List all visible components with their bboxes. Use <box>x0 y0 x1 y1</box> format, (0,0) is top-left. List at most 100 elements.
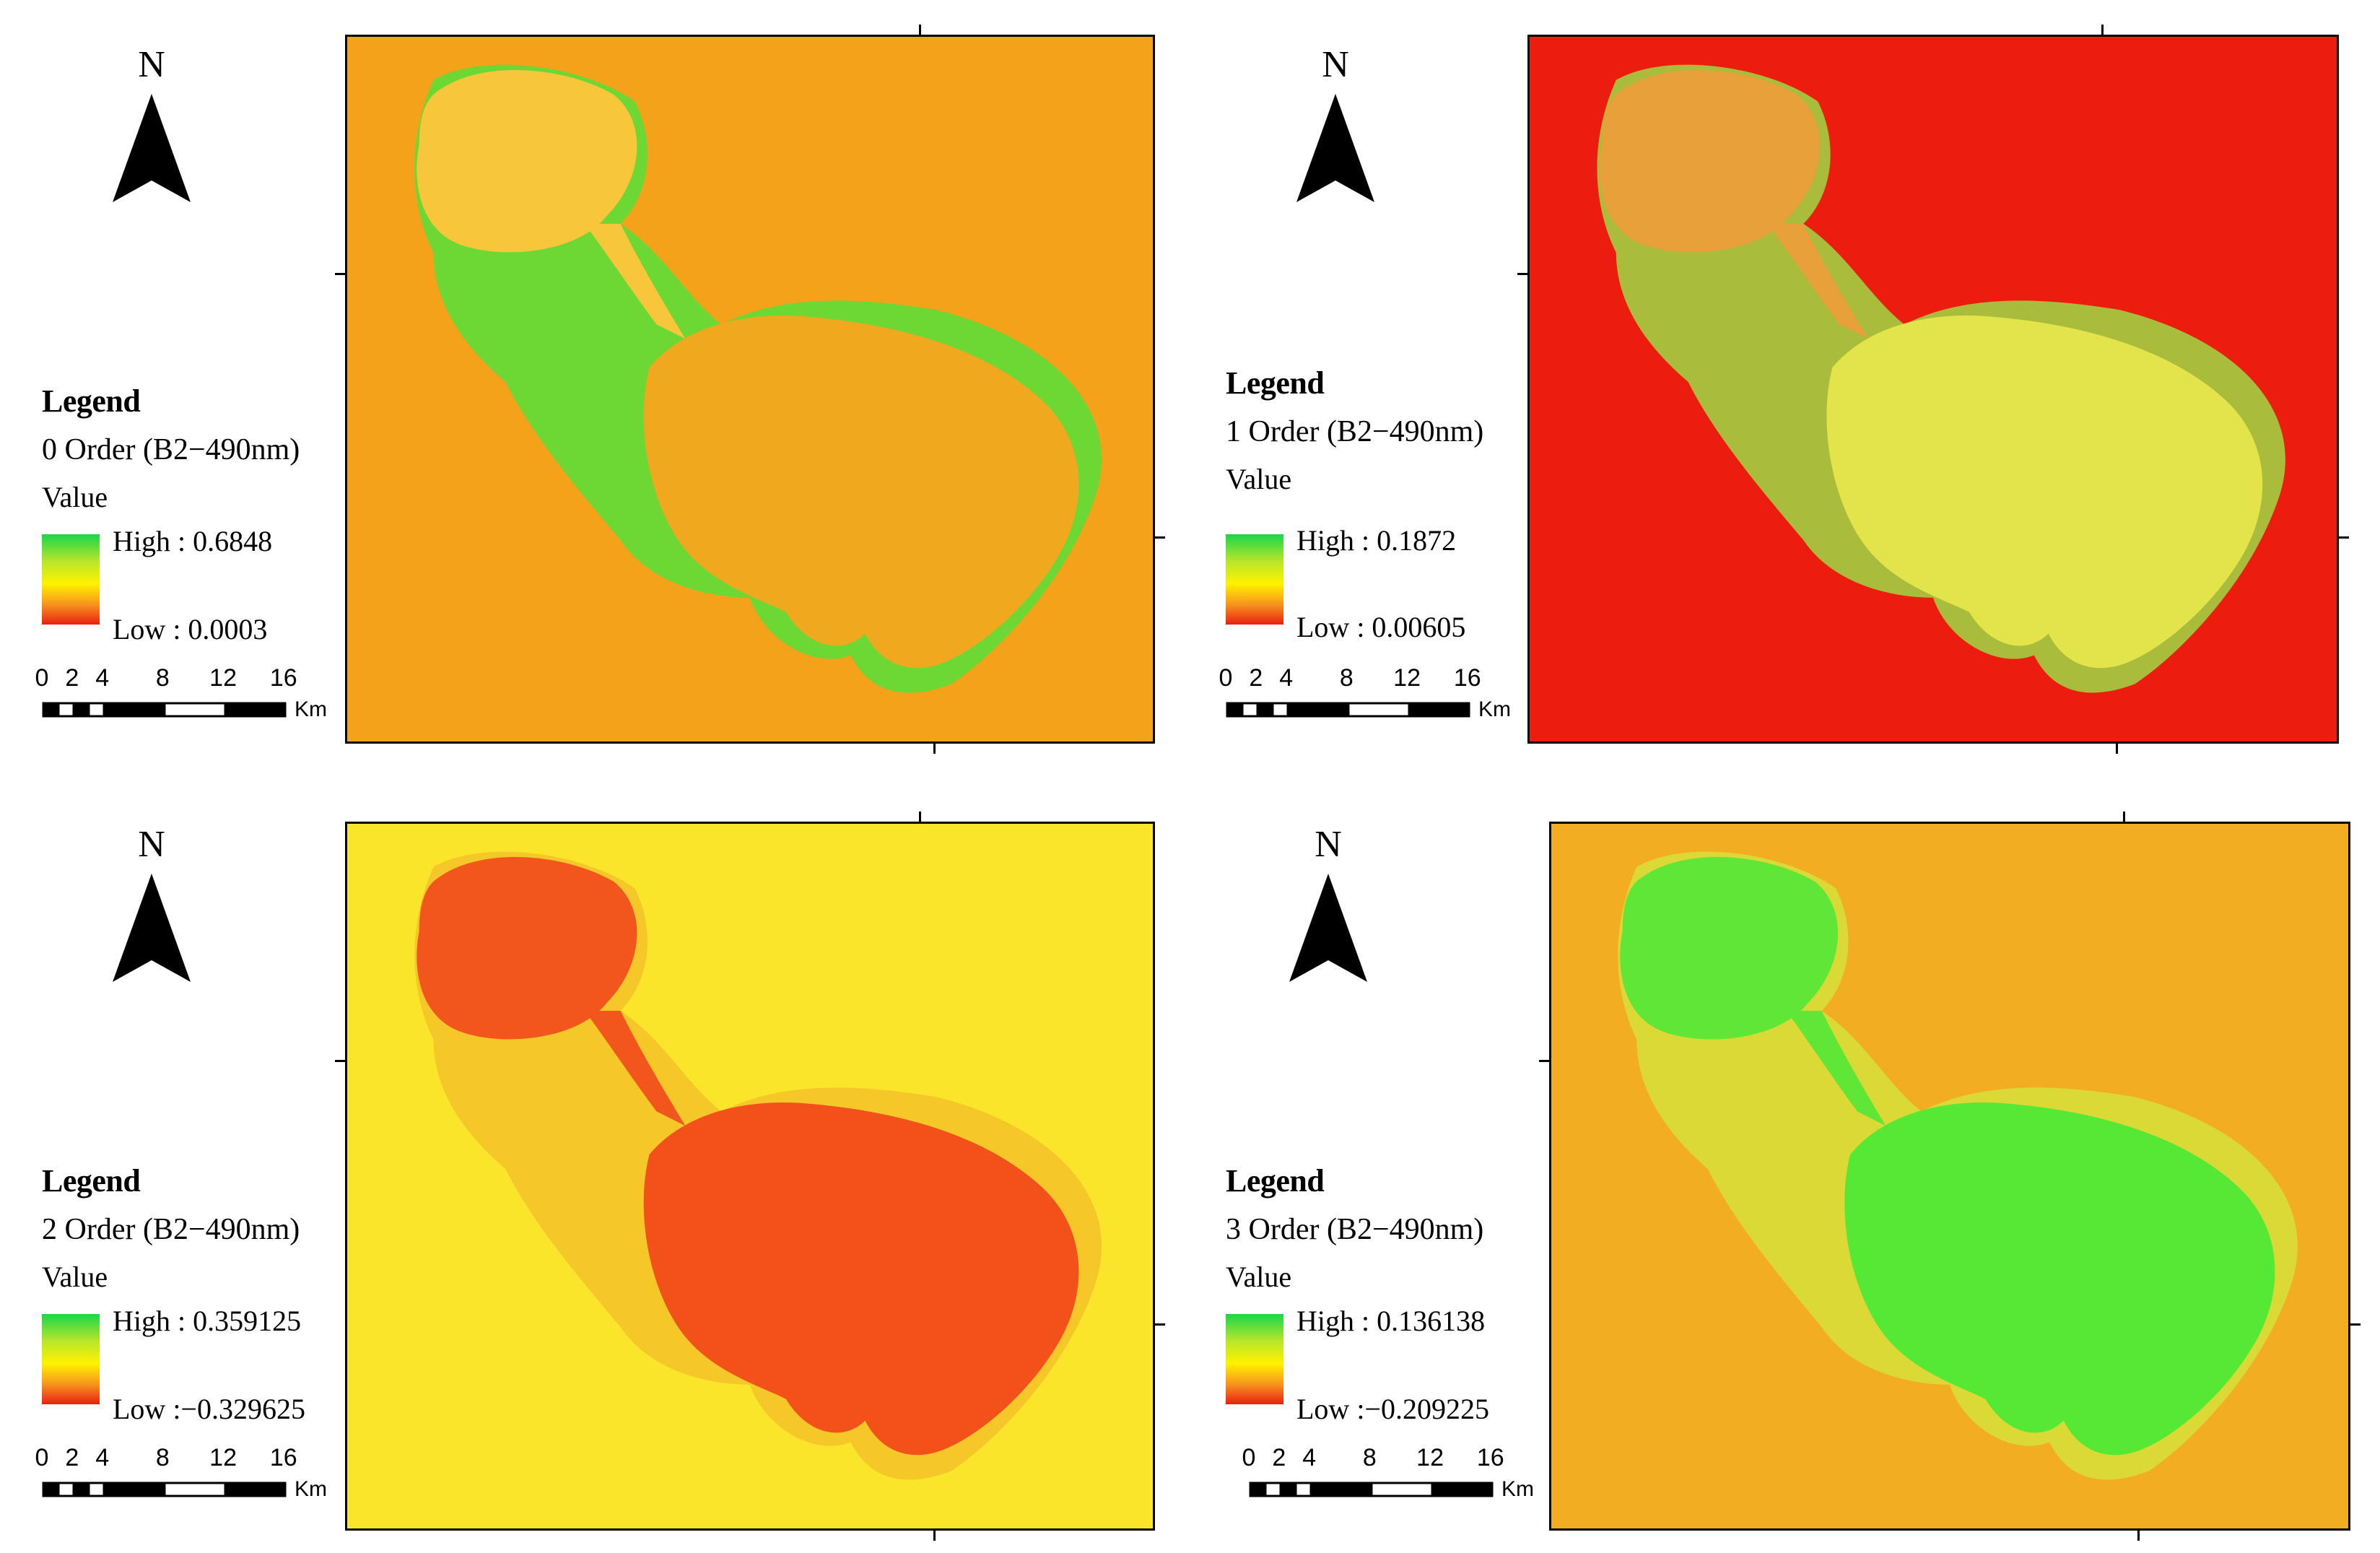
scale-tick-label: 2 <box>65 664 79 692</box>
map-panel-order-3: N Legend 3 Order (B2−490nm) Value High :… <box>1184 780 2375 1552</box>
legend-value-label: Value <box>1226 463 1292 495</box>
scale-tick-label: 8 <box>1339 664 1354 692</box>
graticule-tick <box>933 1531 936 1541</box>
map-frame <box>345 822 1155 1531</box>
raster-map <box>1551 824 2348 1528</box>
scale-unit: Km <box>295 697 327 721</box>
scale-unit: Km <box>1501 1477 1534 1501</box>
graticule-tick <box>1155 536 1165 539</box>
scale-tick-label: 8 <box>155 1444 170 1471</box>
graticule-tick <box>2137 1531 2140 1541</box>
raster-map <box>347 824 1153 1528</box>
graticule-tick <box>2123 812 2125 822</box>
scale-tick-label: 16 <box>1476 1444 1504 1471</box>
scale-tick-label: 4 <box>1302 1444 1317 1471</box>
legend: Legend 3 Order (B2−490nm) Value High : 0… <box>1226 1162 1529 1425</box>
scale-tick-label: 12 <box>1416 1444 1444 1471</box>
north-lake <box>417 69 637 253</box>
scale-tick-label: 12 <box>1393 664 1421 692</box>
scale-bar-graphic <box>42 1482 287 1497</box>
north-arrow: N <box>108 823 195 989</box>
legend-title: Legend <box>42 1163 141 1199</box>
north-label: N <box>138 824 165 865</box>
graticule-tick <box>2339 536 2349 539</box>
north-arrow: N <box>108 43 195 209</box>
map-frame <box>1527 35 2339 744</box>
graticule-tick <box>933 744 936 754</box>
north-arrow: N <box>1285 823 1372 989</box>
legend-low: Low : 0.0003 <box>113 613 268 645</box>
graticule-tick <box>1517 273 1527 275</box>
scale-bar-graphic <box>1249 1482 1494 1497</box>
north-arrow-icon <box>113 94 191 202</box>
legend: Legend 1 Order (B2−490nm) Value High : 0… <box>1226 365 1529 643</box>
scale-tick-label: 12 <box>209 664 237 692</box>
north-lake <box>1620 856 1839 1040</box>
scale-tick-label: 8 <box>1362 1444 1377 1471</box>
map-frame <box>345 35 1155 744</box>
north-lake <box>417 856 637 1040</box>
scale-tick-label: 8 <box>155 664 170 692</box>
graticule-tick <box>2101 25 2104 35</box>
color-ramp <box>42 1314 100 1404</box>
scale-unit: Km <box>295 1477 327 1501</box>
scale-tick-label: 12 <box>209 1444 237 1471</box>
scale-bar: 0 2 4 8 12 16 Km <box>1242 1444 1559 1516</box>
raster-map <box>1530 37 2337 741</box>
legend-low: Low : 0.00605 <box>1296 611 1466 643</box>
legend-low: Low :−0.209225 <box>1296 1393 1489 1425</box>
graticule-tick <box>335 1060 345 1062</box>
legend-layer-name: 1 Order (B2−490nm) <box>1226 415 1484 448</box>
connecting-channel <box>584 223 686 339</box>
scale-bar: 0 2 4 8 12 16 Km <box>35 1444 352 1516</box>
graticule-tick <box>2350 1323 2361 1326</box>
graticule-tick <box>2116 744 2118 754</box>
legend-layer-name: 0 Order (B2−490nm) <box>42 433 300 466</box>
scale-tick-label: 0 <box>35 1444 49 1471</box>
north-arrow: N <box>1292 43 1379 209</box>
legend-value-label: Value <box>42 481 108 513</box>
scale-bar: 0 2 4 8 12 16 Km <box>35 664 352 736</box>
scale-tick-label: 16 <box>1453 664 1481 692</box>
map-frame <box>1549 822 2350 1531</box>
scale-bar-graphic <box>1226 702 1470 718</box>
scale-bar-graphic <box>42 702 287 718</box>
north-label: N <box>1322 44 1349 85</box>
legend-title: Legend <box>1226 365 1325 401</box>
graticule-tick <box>919 25 921 35</box>
graticule-tick <box>335 273 345 275</box>
legend-value-label: Value <box>1226 1261 1292 1293</box>
raster-map <box>347 37 1153 741</box>
north-arrow-icon <box>113 874 191 982</box>
legend-title: Legend <box>42 383 141 419</box>
graticule-tick <box>919 812 921 822</box>
legend-high: High : 0.1872 <box>1296 524 1457 557</box>
legend: Legend 0 Order (B2−490nm) Value High : 0… <box>42 383 345 645</box>
scale-tick-label: 16 <box>269 664 297 692</box>
north-lake <box>1599 69 1821 253</box>
color-ramp <box>1226 1314 1283 1404</box>
legend: Legend 2 Order (B2−490nm) Value High : 0… <box>42 1162 345 1425</box>
main-lake <box>643 1102 1079 1456</box>
north-label: N <box>1315 824 1342 865</box>
map-panel-order-0: N Legend 0 Order (B2−490nm) Value High :… <box>0 0 1191 773</box>
color-ramp <box>42 534 100 625</box>
connecting-channel <box>584 1010 686 1126</box>
scale-tick-label: 0 <box>1219 664 1233 692</box>
scale-unit: Km <box>1478 697 1511 721</box>
scale-tick-label: 2 <box>65 1444 79 1471</box>
scale-tick-label: 16 <box>269 1444 297 1471</box>
scale-tick-label: 4 <box>95 664 110 692</box>
scale-tick-label: 4 <box>95 1444 110 1471</box>
graticule-tick <box>1155 1323 1165 1326</box>
main-lake <box>1826 315 2263 669</box>
legend-value-label: Value <box>42 1261 108 1293</box>
connecting-channel <box>1767 223 1869 339</box>
legend-low: Low :−0.329625 <box>113 1393 305 1425</box>
legend-layer-name: 3 Order (B2−490nm) <box>1226 1213 1484 1246</box>
connecting-channel <box>1786 1010 1886 1126</box>
graticule-tick <box>1539 1060 1549 1062</box>
main-lake <box>1844 1102 2275 1456</box>
legend-layer-name: 2 Order (B2−490nm) <box>42 1213 300 1246</box>
scale-tick-label: 2 <box>1272 1444 1286 1471</box>
